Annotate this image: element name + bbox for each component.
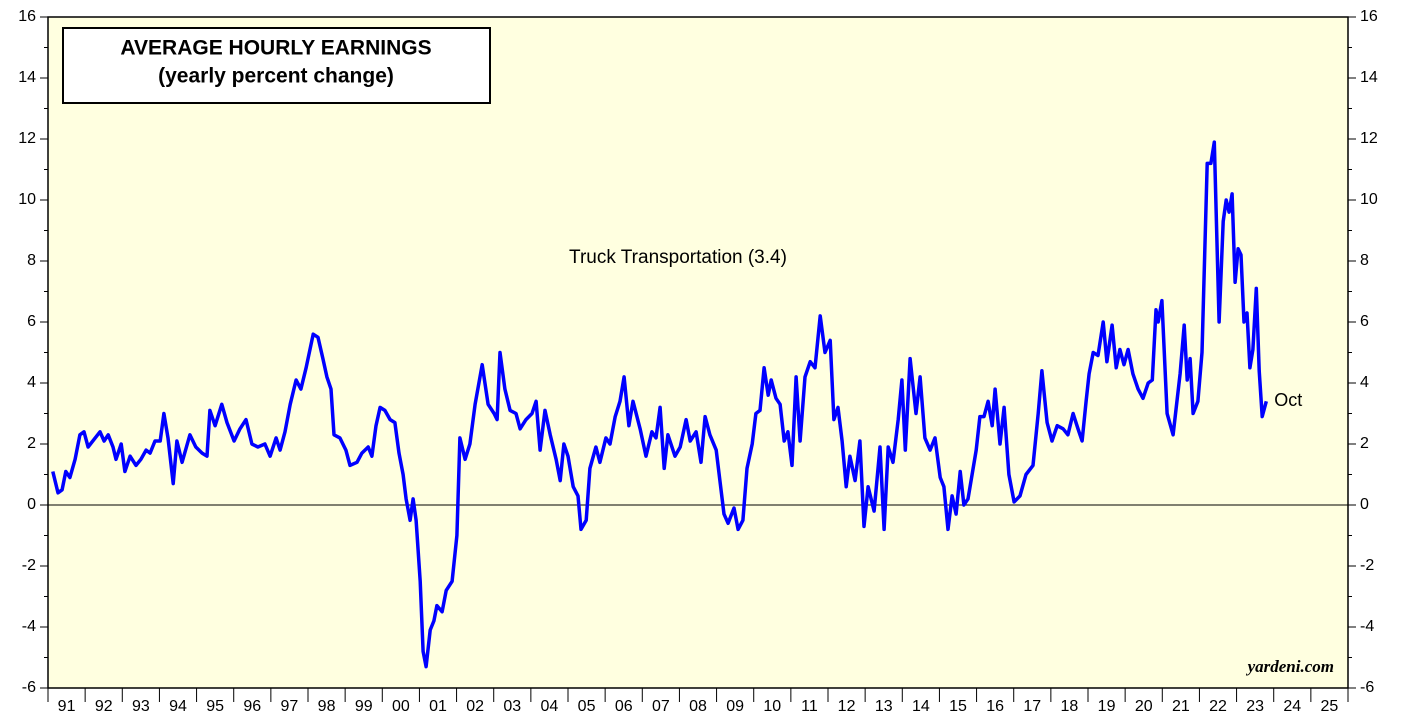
x-tick-label: 04	[541, 698, 559, 715]
x-tick-label: 93	[132, 698, 150, 715]
y-tick-label: -4	[22, 618, 36, 635]
y-tick-label: 4	[27, 374, 36, 391]
x-tick-label: 03	[503, 698, 521, 715]
x-tick-label: 15	[949, 698, 967, 715]
x-tick-label: 18	[1061, 698, 1079, 715]
x-tick-label: 98	[318, 698, 336, 715]
plot-frame	[47, 16, 1349, 689]
y-tick-label: -6	[22, 679, 36, 696]
y-tick-label: 2	[27, 435, 36, 452]
x-tick-label: 02	[466, 698, 484, 715]
x-tick-label: 20	[1135, 698, 1153, 715]
y2-tick-label: 12	[1360, 130, 1378, 147]
x-tick-label: 22	[1209, 698, 1227, 715]
x-tick-label: 97	[281, 698, 299, 715]
chart-subtitle: (yearly percent change)	[158, 65, 394, 88]
x-tick-label: 11	[801, 698, 818, 715]
line-series	[51, 140, 1268, 669]
source: yardeni.com	[1246, 657, 1334, 676]
x-tick-label: 19	[1098, 698, 1116, 715]
y2-tick-label: 10	[1360, 191, 1378, 208]
title-box	[62, 27, 491, 104]
x-tick-label: 91	[58, 698, 76, 715]
x-tick-label: 94	[169, 698, 187, 715]
x-tick-label: 06	[615, 698, 633, 715]
x-tick-label: 99	[355, 698, 373, 715]
x-tick-label: 24	[1283, 698, 1301, 715]
x-tick-label: 16	[986, 698, 1004, 715]
y-tick-label: 12	[18, 130, 36, 147]
y2-tick-label: -4	[1360, 618, 1374, 635]
y2-tick-label: -6	[1360, 679, 1374, 696]
x-tick-label: 05	[578, 698, 596, 715]
y2-tick-label: 4	[1360, 374, 1369, 391]
y2-tick-label: 2	[1360, 435, 1369, 452]
x-tick-label: 07	[652, 698, 670, 715]
y-tick-label: 10	[18, 191, 36, 208]
x-tick-label: 08	[689, 698, 707, 715]
y2-tick-label: 16	[1360, 8, 1378, 25]
y2-tick-label: 6	[1360, 313, 1369, 330]
x-tick-label: 12	[838, 698, 856, 715]
x-tick-label: 01	[429, 698, 447, 715]
x-tick-label: 21	[1172, 698, 1190, 715]
y-tick-label: 6	[27, 313, 36, 330]
series-label: Truck Transportation (3.4)	[569, 247, 787, 268]
y-tick-label: -2	[22, 557, 36, 574]
x-tick-label: 17	[1023, 698, 1041, 715]
x-tick-label: 10	[763, 698, 781, 715]
y2-tick-label: 0	[1360, 496, 1369, 513]
x-tick-label: 00	[392, 698, 410, 715]
y2-tick-label: 14	[1360, 69, 1378, 86]
y-tick-label: 14	[18, 69, 36, 86]
end-label: Oct	[1274, 390, 1302, 410]
y-tick-label: 16	[18, 8, 36, 25]
x-tick-label: 25	[1321, 698, 1339, 715]
x-tick-label: 09	[726, 698, 744, 715]
y-tick-label: 0	[27, 496, 36, 513]
y-tick-label: 8	[27, 252, 36, 269]
x-tick-label: 96	[243, 698, 261, 715]
chart-title: AVERAGE HOURLY EARNINGS	[120, 37, 431, 60]
x-tick-label: 92	[95, 698, 113, 715]
x-tick-label: 23	[1246, 698, 1264, 715]
x-tick-label: 14	[912, 698, 930, 715]
y2-tick-label: -2	[1360, 557, 1374, 574]
y2-tick-label: 8	[1360, 252, 1369, 269]
x-tick-label: 95	[206, 698, 224, 715]
x-tick-label: 13	[875, 698, 893, 715]
plot-area	[48, 17, 1348, 688]
